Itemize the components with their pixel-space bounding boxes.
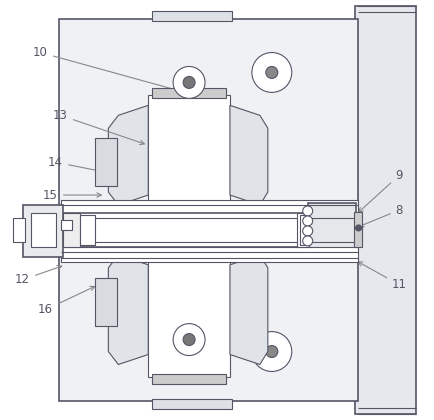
Circle shape: [173, 66, 204, 98]
Bar: [296, 213, 308, 247]
Circle shape: [302, 216, 312, 226]
Bar: [60, 213, 357, 247]
Bar: [152, 375, 225, 384]
Circle shape: [183, 333, 194, 346]
Bar: [152, 10, 231, 21]
Bar: [95, 278, 117, 326]
Bar: [62, 213, 80, 247]
Circle shape: [251, 332, 291, 371]
Bar: [152, 88, 225, 98]
Circle shape: [302, 206, 312, 216]
Bar: [353, 212, 361, 247]
Polygon shape: [108, 105, 148, 205]
Bar: [354, 6, 415, 414]
Bar: [299, 215, 307, 245]
Bar: [60, 200, 357, 215]
Text: 15: 15: [43, 189, 101, 202]
Bar: [95, 138, 117, 186]
Text: 14: 14: [48, 156, 116, 176]
Polygon shape: [108, 255, 148, 365]
Bar: [59, 18, 357, 402]
Circle shape: [183, 76, 194, 88]
Circle shape: [265, 346, 277, 357]
Circle shape: [173, 324, 204, 355]
Bar: [30, 213, 56, 247]
Text: 9: 9: [358, 168, 402, 212]
Bar: [23, 205, 62, 257]
Circle shape: [251, 52, 291, 92]
Circle shape: [302, 236, 312, 246]
Bar: [13, 218, 25, 242]
Text: 10: 10: [33, 46, 181, 92]
Bar: [148, 95, 230, 213]
Bar: [60, 247, 357, 262]
Polygon shape: [230, 105, 267, 205]
Text: 13: 13: [53, 109, 144, 144]
Text: 12: 12: [15, 265, 62, 286]
Circle shape: [265, 66, 277, 79]
Bar: [152, 399, 231, 409]
Circle shape: [355, 225, 361, 231]
Bar: [148, 260, 230, 378]
Bar: [60, 220, 72, 230]
Polygon shape: [230, 255, 267, 365]
Bar: [80, 215, 95, 245]
Text: 8: 8: [358, 204, 402, 227]
Bar: [307, 203, 355, 259]
Circle shape: [302, 226, 312, 236]
Text: 16: 16: [38, 286, 95, 316]
Text: 11: 11: [357, 262, 406, 291]
